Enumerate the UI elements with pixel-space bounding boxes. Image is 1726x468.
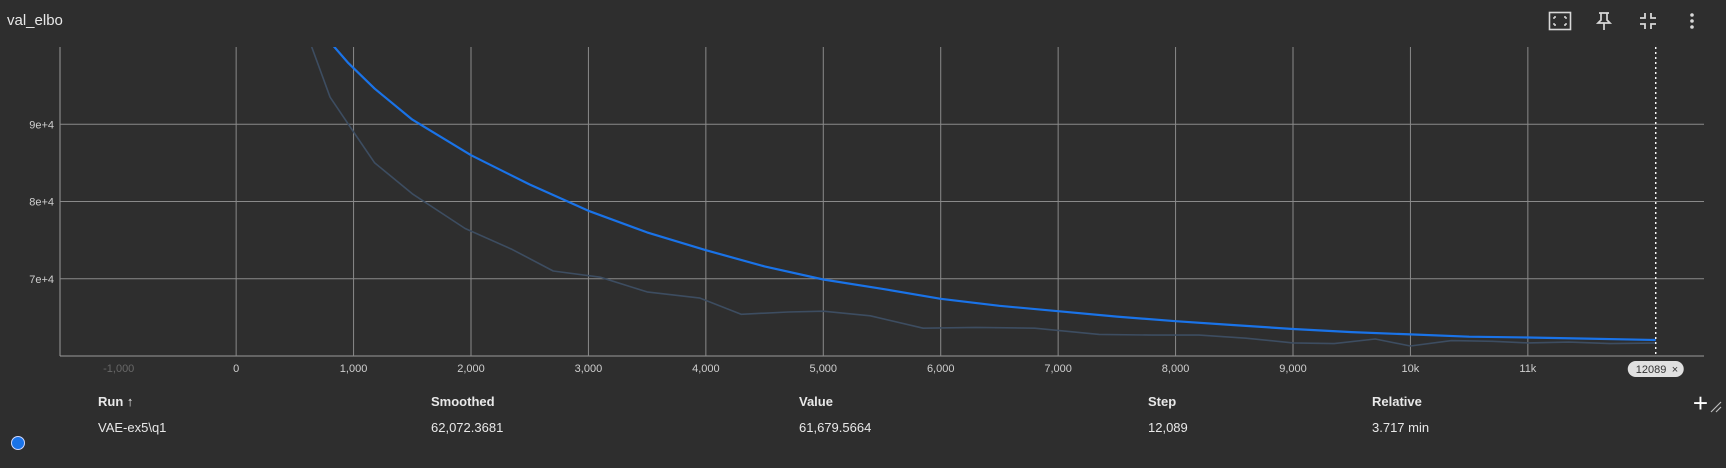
series-line-smoothed (332, 47, 1656, 342)
pin-icon (1595, 11, 1613, 31)
run-color-dot (11, 436, 25, 450)
x-tick-label: 8,000 (1162, 363, 1190, 375)
fit-domain-icon (1548, 11, 1572, 31)
collapse-button[interactable] (1626, 8, 1670, 34)
card-toolbar (1538, 8, 1714, 34)
col-smoothed-header: Smoothed (431, 394, 495, 409)
step-badge-bg (1627, 361, 1684, 377)
x-tick-label: 10k (1402, 363, 1420, 375)
step-badge-label: 12089 (1636, 364, 1667, 376)
row-relative: 3.717 min (1372, 420, 1430, 435)
x-tick-label: 7,000 (1044, 363, 1072, 375)
col-run-header[interactable]: Run ↑ (98, 394, 134, 409)
resize-handle-icon[interactable] (1708, 399, 1722, 418)
col-step-header: Step (1148, 394, 1177, 409)
x-tick-label: 3,000 (575, 363, 603, 375)
row-value: 61,679.5664 (799, 420, 872, 435)
series-line-raw (310, 47, 1656, 347)
row-smoothed: 62,072.3681 (431, 420, 504, 435)
x-tick-label: 4,000 (692, 363, 720, 375)
y-tick-label: 8e+4 (29, 197, 54, 209)
y-tick-label: 9e+4 (29, 119, 54, 131)
x-tick-label: 2,000 (457, 363, 485, 375)
add-column-button[interactable]: + (1692, 388, 1708, 418)
x-tick-label: 0 (233, 363, 239, 375)
card-title: val_elbo (7, 12, 63, 29)
x-tick-label: 5,000 (810, 363, 838, 375)
row-step: 12,089 (1148, 420, 1188, 435)
col-relative-header: Relative (1372, 394, 1422, 409)
x-tick-label: 11k (1519, 363, 1536, 375)
close-icon[interactable]: × (1672, 364, 1678, 376)
x-tick-label: 6,000 (927, 363, 955, 375)
fit-domain-button[interactable] (1538, 8, 1582, 34)
x-tick-label: 1,000 (340, 363, 368, 375)
x-tick-label: -1,000 (103, 363, 134, 375)
pin-button[interactable] (1582, 8, 1626, 34)
row-run: VAE-ex5\q1 (98, 420, 167, 435)
x-tick-label: 9,000 (1279, 363, 1307, 375)
line-chart[interactable]: -1,000 0 1,000 2,000 3,000 4,000 5,000 6,000 7,0… (0, 0, 1726, 380)
more-menu-button[interactable] (1670, 8, 1714, 34)
y-tick-label: 7e+4 (29, 274, 54, 286)
step-badge[interactable]: 12089 × (1627, 361, 1684, 377)
collapse-icon (1639, 12, 1657, 30)
more-vert-icon (1689, 12, 1695, 30)
col-value-header: Value (799, 394, 833, 409)
